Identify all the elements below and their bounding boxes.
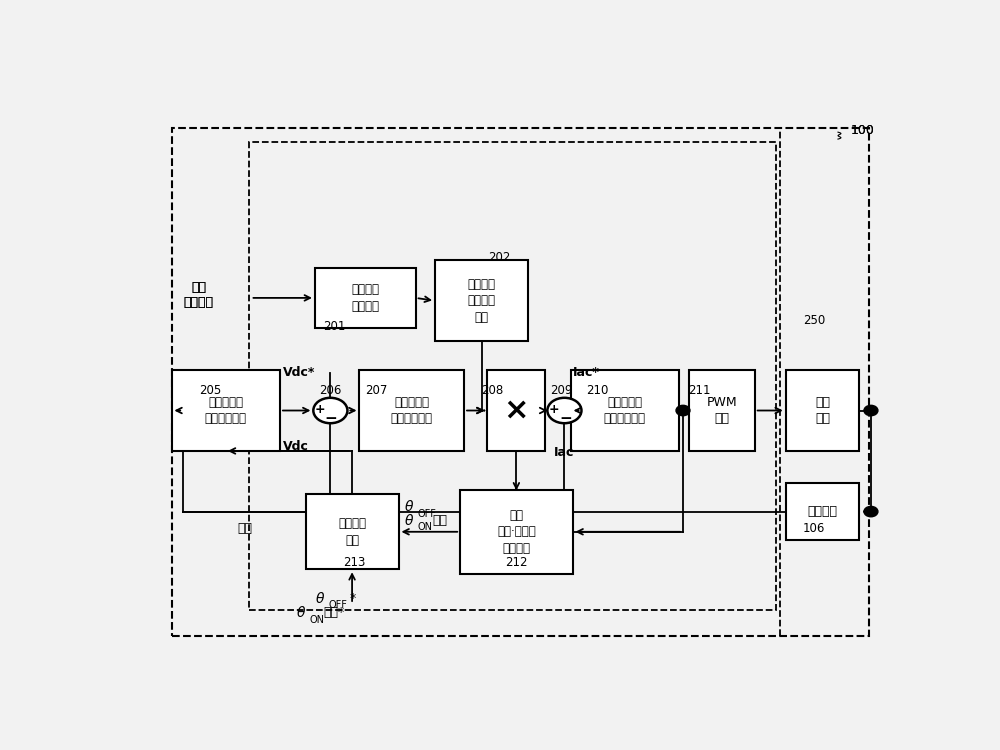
- Text: 212: 212: [505, 556, 527, 569]
- Text: 210: 210: [586, 384, 608, 397]
- Bar: [306, 494, 399, 569]
- Text: 209: 209: [550, 384, 572, 397]
- Circle shape: [547, 398, 581, 423]
- Text: ON: ON: [418, 522, 433, 532]
- Circle shape: [313, 398, 347, 423]
- Circle shape: [864, 506, 878, 517]
- Text: 205: 205: [200, 384, 222, 397]
- Circle shape: [864, 405, 878, 416]
- Text: Iac: Iac: [554, 446, 575, 458]
- Text: 202: 202: [488, 251, 510, 264]
- Text: 斩波
相位·宽度值
检测单元: 斩波 相位·宽度值 检测单元: [497, 509, 536, 555]
- Text: $\theta$: $\theta$: [404, 500, 414, 514]
- Text: $\theta$: $\theta$: [404, 513, 414, 528]
- Text: +: +: [315, 404, 325, 416]
- Text: $\theta$: $\theta$: [296, 605, 306, 620]
- Text: 偏差: 偏差: [238, 523, 253, 536]
- Text: 偏差设定
单元: 偏差设定 单元: [338, 517, 366, 547]
- Text: 213: 213: [344, 556, 366, 569]
- Bar: [786, 483, 859, 541]
- Text: 250: 250: [803, 314, 825, 328]
- Bar: [689, 370, 755, 451]
- Text: −: −: [325, 411, 338, 426]
- Bar: [435, 260, 528, 341]
- Text: 目标电流
波形形成
单元: 目标电流 波形形成 单元: [468, 278, 496, 324]
- Text: OFF: OFF: [329, 600, 348, 610]
- Text: 相位系统的
补偿运算单元: 相位系统的 补偿运算单元: [205, 396, 247, 425]
- Bar: [786, 370, 859, 451]
- Bar: [315, 268, 416, 328]
- Text: 电流系统的
补偿运算单元: 电流系统的 补偿运算单元: [604, 396, 646, 425]
- Text: $\theta$: $\theta$: [315, 591, 325, 606]
- Text: 206: 206: [319, 384, 341, 397]
- Text: OFF: OFF: [418, 509, 437, 519]
- Text: 平滑电路: 平滑电路: [808, 505, 838, 518]
- Text: 电平
比较结果: 电平 比较结果: [184, 281, 214, 309]
- Bar: [172, 128, 869, 636]
- Text: 电平
比较结果: 电平 比较结果: [184, 281, 214, 309]
- Text: 106: 106: [803, 523, 826, 536]
- Text: 201: 201: [323, 320, 346, 333]
- Text: ON: ON: [309, 614, 324, 625]
- Text: 交流相位
检测单元: 交流相位 检测单元: [351, 284, 379, 313]
- Bar: [460, 490, 573, 574]
- Bar: [172, 370, 280, 451]
- Text: Vdc: Vdc: [283, 440, 308, 454]
- Text: ×: ×: [504, 396, 529, 425]
- Text: 100: 100: [851, 124, 875, 137]
- Text: 100: 100: [851, 124, 875, 137]
- Text: *: *: [350, 592, 356, 604]
- Text: 宽度*: 宽度*: [323, 606, 345, 619]
- Bar: [571, 370, 679, 451]
- Bar: [359, 370, 464, 451]
- Circle shape: [676, 405, 690, 416]
- Text: 电源
电路: 电源 电路: [815, 396, 830, 425]
- Text: Vdc*: Vdc*: [283, 367, 316, 380]
- Bar: [249, 142, 776, 610]
- Text: PWM
单元: PWM 单元: [706, 396, 737, 425]
- Bar: [487, 370, 545, 451]
- Text: 宽度: 宽度: [432, 514, 447, 526]
- Text: −: −: [559, 411, 572, 426]
- Text: 211: 211: [688, 384, 711, 397]
- Text: 电压系统的
补偿运算单元: 电压系统的 补偿运算单元: [391, 396, 433, 425]
- Text: 207: 207: [365, 384, 388, 397]
- Text: Iac*: Iac*: [573, 367, 600, 380]
- Text: +: +: [549, 404, 560, 416]
- Text: 208: 208: [482, 384, 504, 397]
